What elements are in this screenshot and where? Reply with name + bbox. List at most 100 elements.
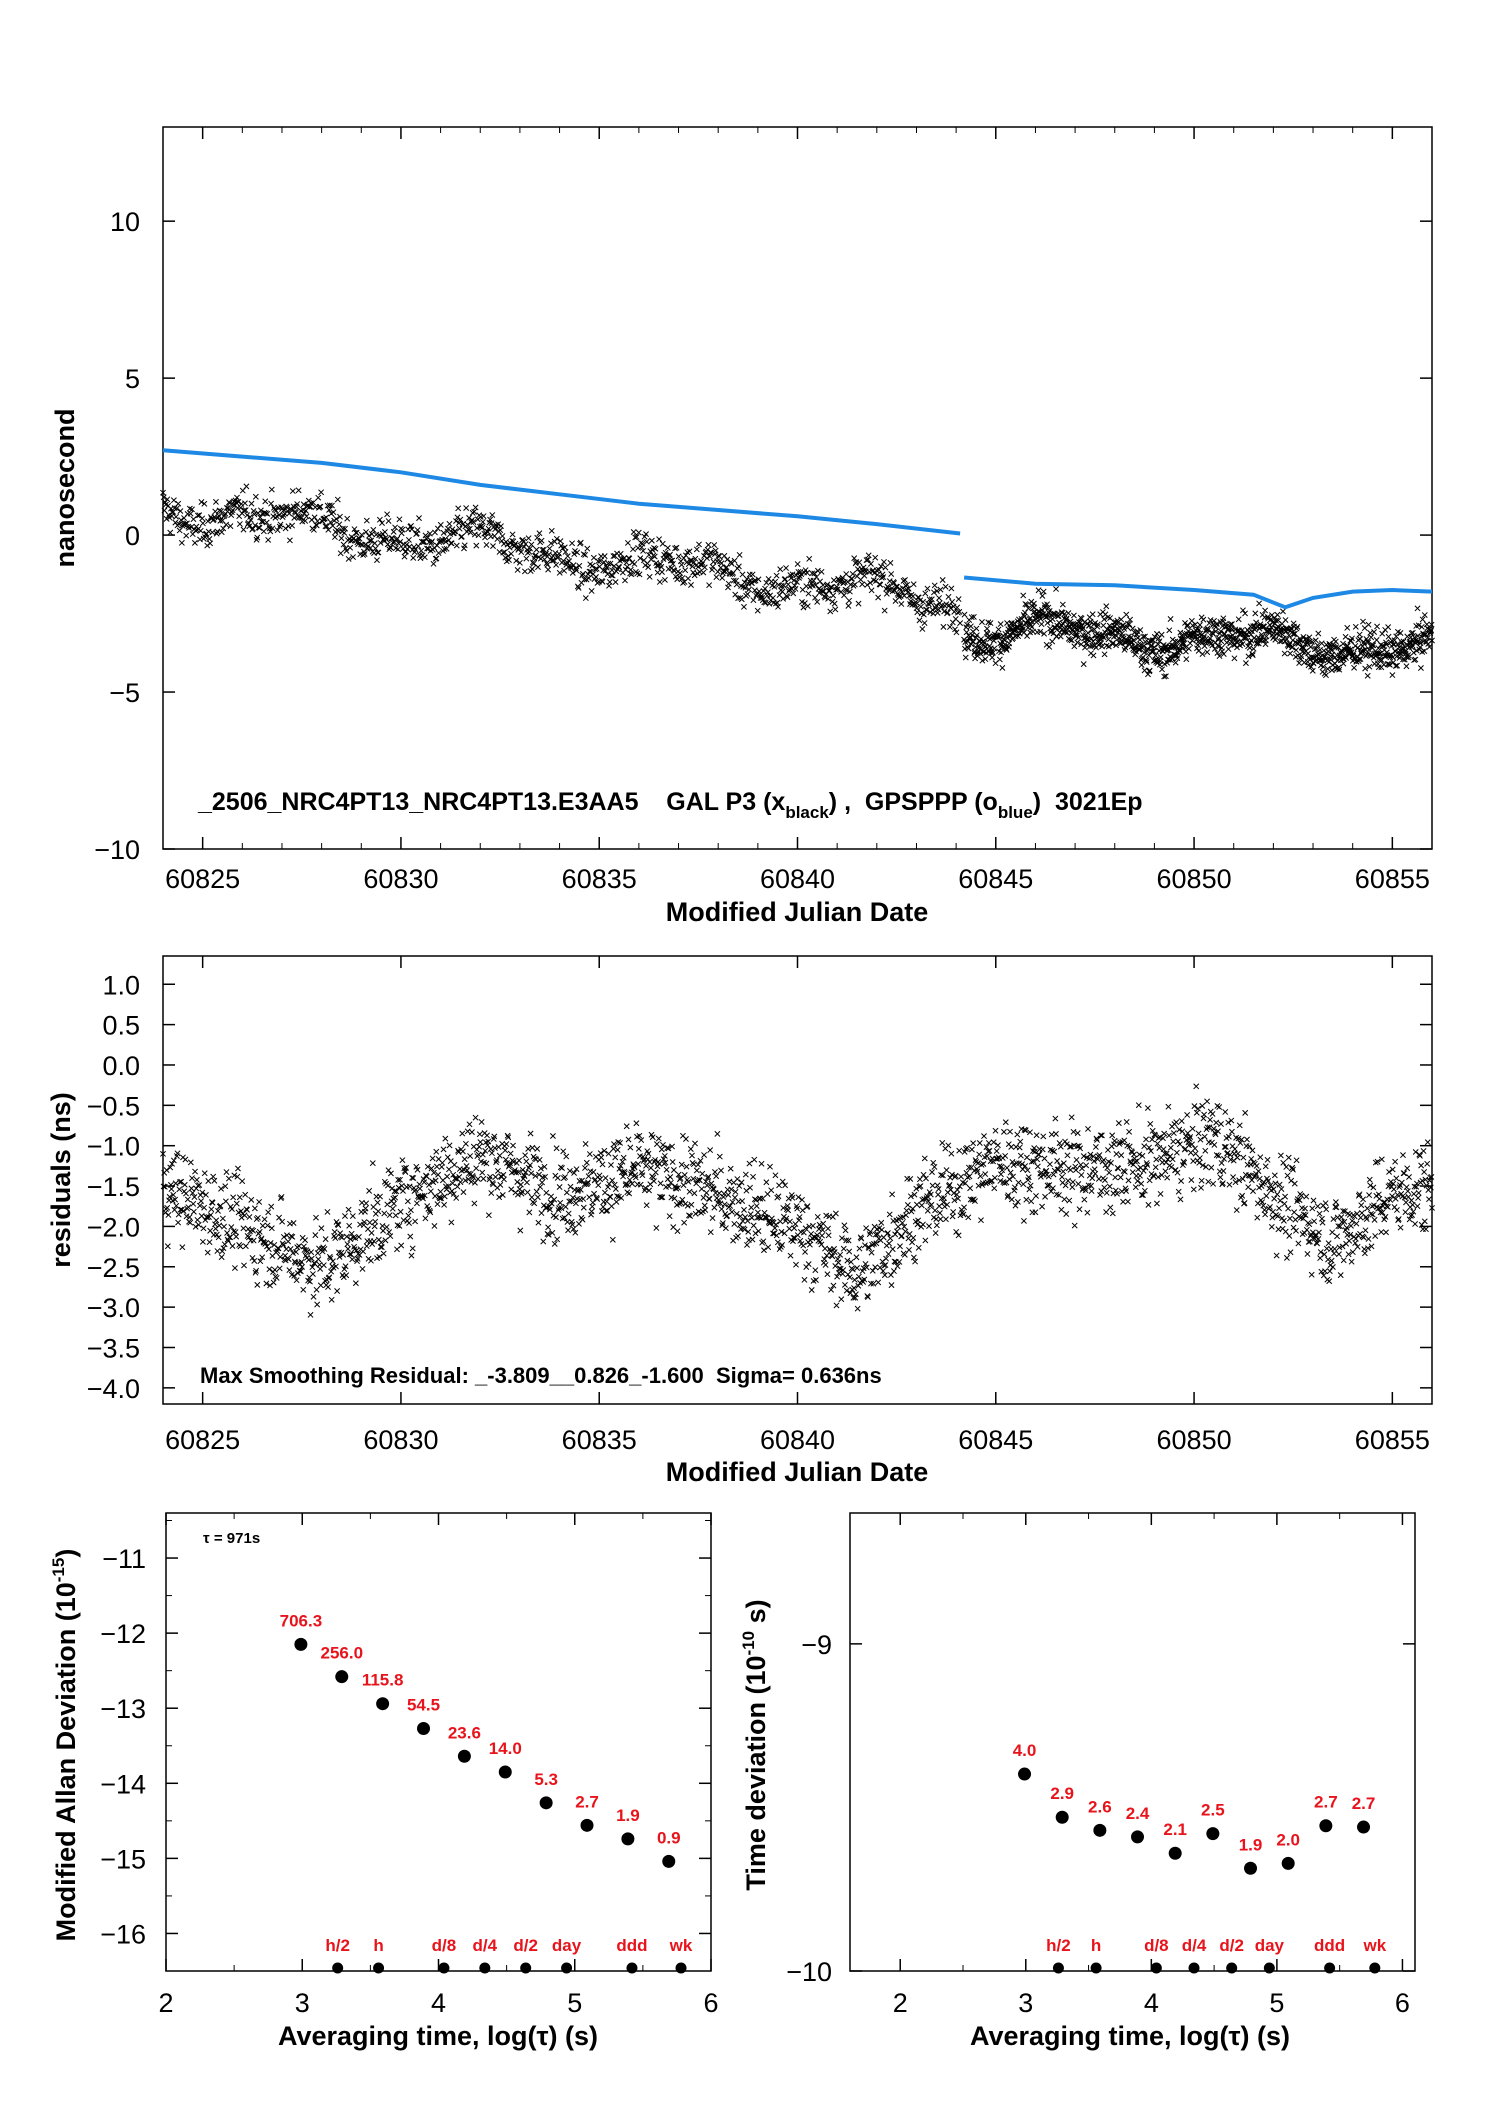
offset-x-marker	[508, 550, 515, 557]
offset-x-marker	[167, 529, 174, 536]
panel-offset-marks	[160, 448, 1435, 680]
stability-point-label: 2.7	[1314, 1793, 1338, 1812]
offset-x-marker	[173, 505, 180, 512]
y-tick-label: −1.0	[87, 1132, 140, 1162]
offset-x-marker	[970, 613, 977, 620]
offset-x-marker	[882, 564, 889, 571]
residual-x-marker	[241, 1212, 248, 1219]
interval-marker-label: h/2	[1046, 1936, 1071, 1955]
offset-x-marker	[796, 574, 803, 581]
offset-x-marker	[478, 523, 485, 530]
offset-x-marker	[1053, 586, 1059, 592]
offset-x-marker	[256, 524, 263, 531]
panel-mdev-y-axis-label: Modified Allan Deviation (10-15)	[49, 1549, 81, 1942]
offset-x-marker	[384, 511, 391, 518]
offset-x-marker	[750, 597, 757, 604]
offset-x-marker	[1348, 635, 1355, 642]
offset-x-marker	[830, 592, 837, 599]
offset-x-marker	[374, 549, 381, 556]
offset-x-marker	[1235, 616, 1242, 623]
offset-x-marker	[712, 547, 719, 554]
residual-x-marker	[172, 1196, 179, 1203]
offset-x-marker	[984, 625, 991, 632]
offset-x-marker	[888, 571, 895, 577]
offset-x-marker	[827, 608, 834, 615]
offset-x-marker	[940, 623, 947, 630]
x-tick-label: 60825	[165, 1425, 240, 1455]
residual-x-marker	[230, 1228, 237, 1235]
offset-x-marker	[931, 582, 938, 589]
offset-x-marker	[917, 603, 924, 610]
offset-x-marker	[1344, 624, 1351, 631]
offset-x-marker	[366, 532, 372, 539]
offset-x-marker	[1375, 645, 1382, 652]
offset-x-marker	[538, 537, 545, 544]
offset-x-marker	[735, 563, 742, 570]
offset-x-marker	[1285, 632, 1292, 639]
residual-x-marker	[174, 1150, 181, 1157]
offset-x-marker	[945, 593, 952, 600]
offset-x-marker	[249, 525, 256, 532]
offset-x-marker	[805, 590, 812, 597]
y-tick-label: −16	[100, 1919, 146, 1949]
residual-x-marker	[165, 1211, 172, 1218]
interval-marker-dot	[675, 1962, 687, 1974]
offset-x-marker	[546, 545, 553, 552]
offset-x-marker	[1001, 636, 1008, 643]
residual-x-marker	[197, 1192, 204, 1199]
residual-x-marker	[201, 1204, 208, 1211]
offset-x-marker	[1033, 619, 1040, 626]
offset-x-marker	[987, 620, 994, 627]
offset-x-marker	[1253, 619, 1260, 626]
offset-x-marker	[418, 547, 425, 554]
offset-x-marker	[851, 555, 858, 562]
offset-x-marker	[1417, 640, 1424, 647]
offset-x-marker	[564, 553, 571, 560]
offset-x-marker	[1073, 630, 1080, 637]
offset-x-marker	[780, 595, 787, 602]
offset-x-marker	[592, 566, 599, 573]
offset-x-marker	[1290, 631, 1297, 637]
y-tick-label: −12	[100, 1619, 146, 1649]
interval-marker-label: wk	[1362, 1936, 1386, 1955]
offset-x-marker	[887, 559, 894, 566]
residual-x-marker	[192, 1168, 198, 1175]
residual-x-marker	[213, 1217, 220, 1224]
offset-x-marker	[1011, 620, 1018, 627]
offset-x-marker	[1396, 655, 1403, 661]
offset-x-marker	[1320, 663, 1327, 670]
offset-x-marker	[512, 540, 519, 547]
offset-x-marker	[282, 525, 289, 532]
offset-x-marker	[1214, 620, 1220, 627]
offset-x-marker	[1289, 644, 1296, 651]
offset-x-marker	[1165, 656, 1172, 663]
offset-x-marker	[1335, 664, 1342, 671]
residual-x-marker	[217, 1202, 224, 1209]
offset-x-marker	[424, 545, 430, 552]
offset-x-marker	[632, 534, 639, 541]
offset-x-marker	[962, 654, 969, 661]
offset-x-marker	[812, 594, 818, 601]
offset-x-marker	[435, 550, 442, 556]
offset-x-marker	[392, 524, 399, 531]
offset-x-marker	[1143, 657, 1150, 664]
residual-x-marker	[254, 1214, 261, 1221]
offset-x-marker	[762, 599, 769, 606]
offset-x-marker	[1071, 643, 1078, 650]
offset-x-marker	[950, 603, 957, 610]
residual-x-marker	[214, 1248, 221, 1254]
offset-x-marker	[1094, 621, 1101, 628]
offset-x-marker	[173, 513, 180, 520]
offset-x-marker	[1181, 635, 1188, 642]
offset-x-marker	[691, 572, 698, 579]
y-tick-label: 0.0	[102, 1051, 140, 1081]
offset-x-marker	[1121, 625, 1128, 632]
offset-x-marker	[716, 553, 723, 560]
offset-x-marker	[645, 564, 652, 571]
offset-x-marker	[1421, 648, 1428, 655]
offset-x-marker	[633, 533, 640, 540]
offset-x-marker	[1137, 641, 1144, 648]
residual-x-marker	[160, 1183, 167, 1190]
offset-x-marker	[368, 537, 375, 544]
offset-x-marker	[1231, 655, 1238, 662]
